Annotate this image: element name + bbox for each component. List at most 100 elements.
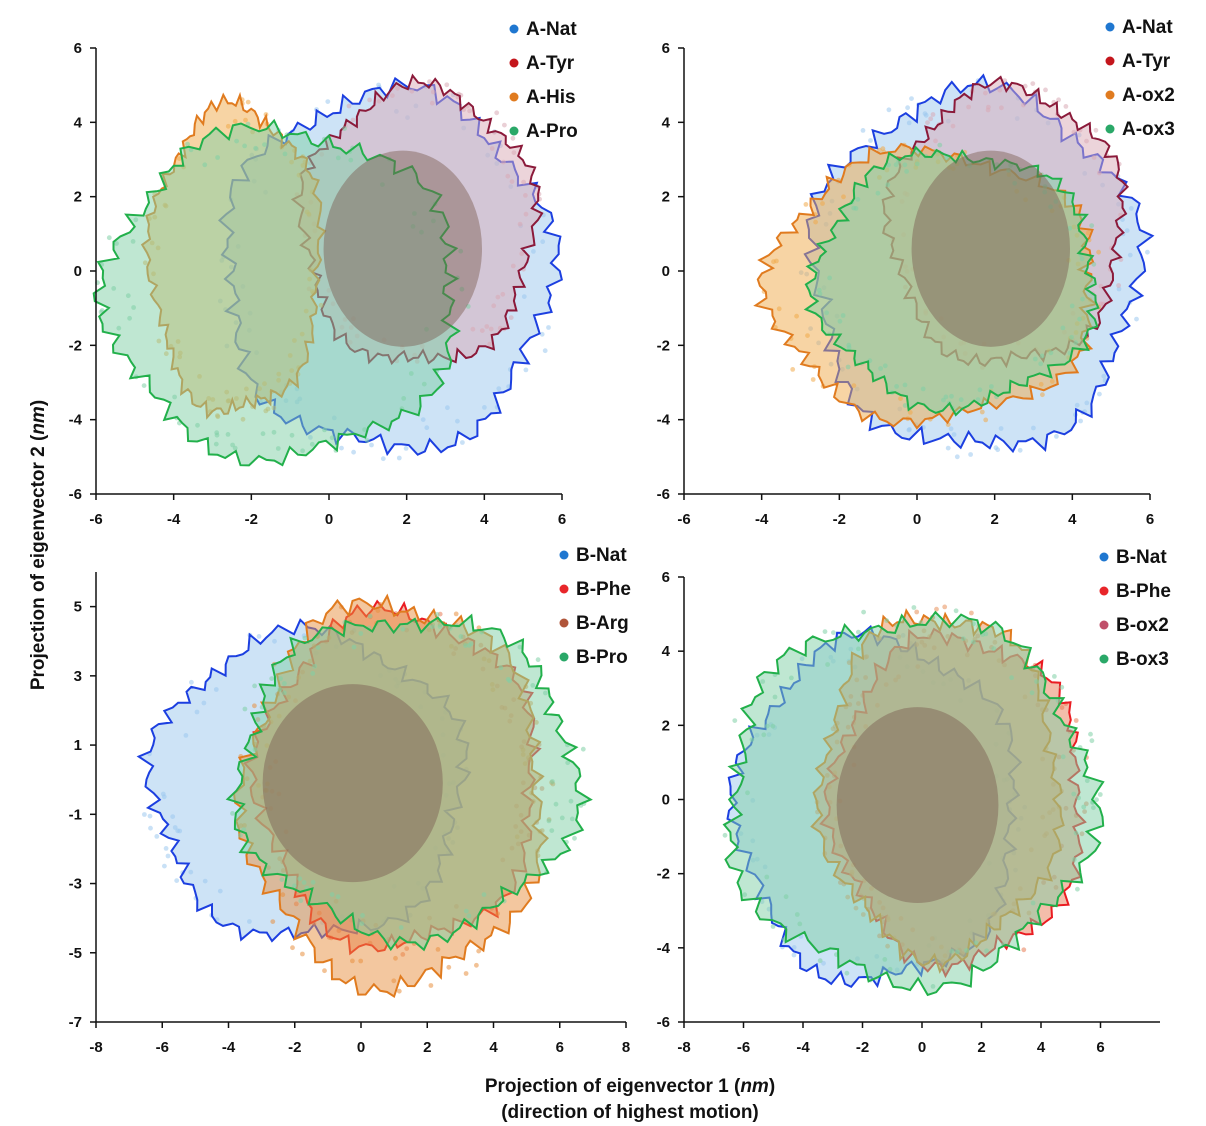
x-tick-label: 2 xyxy=(423,1039,431,1056)
data-point xyxy=(535,657,541,663)
data-point xyxy=(905,105,910,111)
x-tick-label: 6 xyxy=(556,1039,564,1056)
data-point xyxy=(770,924,776,929)
data-point xyxy=(510,135,516,141)
y-tick-label: 6 xyxy=(662,40,670,57)
legend-label: A-His xyxy=(526,87,576,108)
y-tick-label: 6 xyxy=(74,40,82,57)
y-tick-label: -7 xyxy=(69,1014,82,1031)
legend-marker xyxy=(1105,56,1115,66)
data-point xyxy=(860,127,866,133)
y-tick-label: -6 xyxy=(657,486,670,503)
data-point xyxy=(174,878,180,883)
data-point xyxy=(1052,674,1057,679)
y-tick-label: 1 xyxy=(74,737,82,754)
series-A-ox3 xyxy=(803,142,1100,417)
series-B-ox3 xyxy=(722,605,1105,997)
x-tick-label: 0 xyxy=(325,511,333,528)
data-point xyxy=(868,138,873,143)
data-point xyxy=(539,331,545,337)
data-point xyxy=(810,377,816,382)
y-tick-label: -6 xyxy=(69,486,82,503)
x-tick-label: -4 xyxy=(796,1039,810,1056)
data-point xyxy=(165,853,171,859)
data-point xyxy=(242,706,248,712)
legend-label: B-Phe xyxy=(576,579,631,600)
data-point xyxy=(364,438,370,443)
data-point xyxy=(1116,283,1121,288)
data-point xyxy=(245,99,251,105)
x-tick-label: 2 xyxy=(977,1039,985,1056)
data-point xyxy=(463,971,469,976)
legend-label: A-Tyr xyxy=(1122,51,1171,72)
data-point xyxy=(884,618,890,623)
data-point xyxy=(494,110,500,116)
data-point xyxy=(465,304,471,309)
data-point xyxy=(934,606,939,612)
overlap-region xyxy=(911,150,1071,347)
x-tick-label: -6 xyxy=(156,1039,169,1056)
data-point xyxy=(1093,127,1099,133)
y-tick-label: -6 xyxy=(657,1014,670,1031)
data-point xyxy=(886,107,892,113)
data-point xyxy=(880,146,886,152)
data-point xyxy=(298,898,304,904)
x-tick-label: 4 xyxy=(480,511,489,528)
data-point xyxy=(817,958,823,964)
x-tick-label: -2 xyxy=(856,1039,869,1056)
data-point xyxy=(1073,718,1079,723)
y-tick-label: -1 xyxy=(69,806,82,823)
y-tick-label: -4 xyxy=(657,412,671,429)
x-axis-title-line2: (direction of highest motion) xyxy=(501,1102,759,1123)
data-point xyxy=(350,117,356,123)
density-outline xyxy=(803,145,1100,417)
y-tick-label: 0 xyxy=(662,263,670,280)
data-point xyxy=(446,964,452,970)
legend-label: B-Phe xyxy=(1116,581,1171,602)
data-point xyxy=(791,952,797,958)
data-point xyxy=(403,446,409,451)
x-tick-label: 4 xyxy=(489,1039,498,1056)
legend-marker xyxy=(1099,620,1109,630)
data-point xyxy=(1030,81,1036,86)
data-point xyxy=(1134,316,1139,322)
x-tick-label: -4 xyxy=(222,1039,236,1056)
chart-panel-top-left: -6 -4 -2 0 2 4 6 -6 -4 -2 0 2 4 6 A-Nat A-Tyr A-His A-Pro xyxy=(69,19,578,528)
legend-marker xyxy=(1105,90,1115,100)
x-tick-label: -6 xyxy=(737,1039,750,1056)
data-point xyxy=(1063,104,1069,109)
x-tick-label: -6 xyxy=(677,511,690,528)
y-tick-label: 0 xyxy=(74,263,82,280)
x-tick-label: -8 xyxy=(89,1039,102,1056)
data-point xyxy=(185,141,191,147)
data-point xyxy=(1040,392,1045,398)
data-point xyxy=(722,832,728,838)
data-point xyxy=(942,604,948,610)
series-B-Pro xyxy=(225,612,593,952)
chart-panel-bottom-right: -8 -6 -4 -2 0 2 4 6 -6 -4 -2 0 2 4 6 B-Nat B-Phe B-ox2 B-o… xyxy=(657,547,1171,1056)
data-point xyxy=(322,968,327,974)
y-tick-label: 4 xyxy=(74,114,83,131)
y-tick-label: 4 xyxy=(662,643,671,660)
legend-marker xyxy=(1105,22,1115,32)
x-tick-label: 4 xyxy=(1068,511,1077,528)
data-point xyxy=(822,629,828,634)
data-point xyxy=(147,813,153,819)
x-tick-label: 0 xyxy=(918,1039,926,1056)
chart-panel-top-right: -6 -4 -2 0 2 4 6 -6 -4 -2 0 2 4 6 A-Nat A-Tyr A-ox2 A-ox3 xyxy=(657,17,1175,528)
data-point xyxy=(163,846,169,851)
overlap-region xyxy=(262,684,443,883)
data-point xyxy=(831,630,836,635)
data-point xyxy=(542,348,548,354)
data-point xyxy=(300,951,305,957)
density-outline xyxy=(225,613,593,952)
data-point xyxy=(148,825,153,831)
y-tick-label: -2 xyxy=(69,337,82,354)
y-tick-label: 2 xyxy=(74,189,82,206)
data-point xyxy=(954,454,960,460)
data-point xyxy=(914,609,920,615)
legend-label: A-ox2 xyxy=(1122,85,1175,106)
data-point xyxy=(844,970,850,976)
data-point xyxy=(523,367,529,373)
data-point xyxy=(1094,797,1099,803)
